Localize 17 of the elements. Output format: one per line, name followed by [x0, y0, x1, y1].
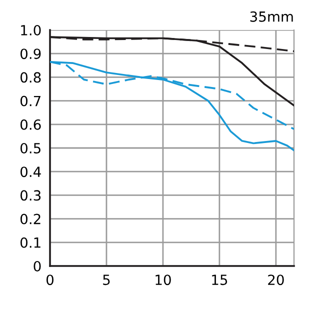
x-tick-label: 15 [212, 274, 228, 286]
x-tick-label: 0 [46, 274, 54, 286]
y-tick-label: 1.0 [21, 24, 41, 36]
y-tick-label: 0.7 [20, 96, 40, 106]
y-tick-label: 0.2 [20, 214, 40, 224]
x-tick-label: 5 [103, 274, 110, 286]
x-tick-label: 10 [156, 274, 171, 286]
y-tick-label: 0.9 [20, 48, 41, 60]
y-tick-label: 0.8 [20, 72, 41, 83]
y-tick-label: 0.3 [20, 190, 41, 201]
chart-title: 35mm [250, 11, 293, 22]
y-tick-label: 0.5 [20, 142, 40, 154]
y-tick-label: 0 [34, 260, 41, 272]
y-tick-label: 0.1 [20, 237, 40, 248]
y-tick-label: 0.6 [20, 119, 41, 130]
x-tick-label: 20 [268, 274, 284, 286]
y-tick-label: 0.4 [20, 166, 41, 178]
